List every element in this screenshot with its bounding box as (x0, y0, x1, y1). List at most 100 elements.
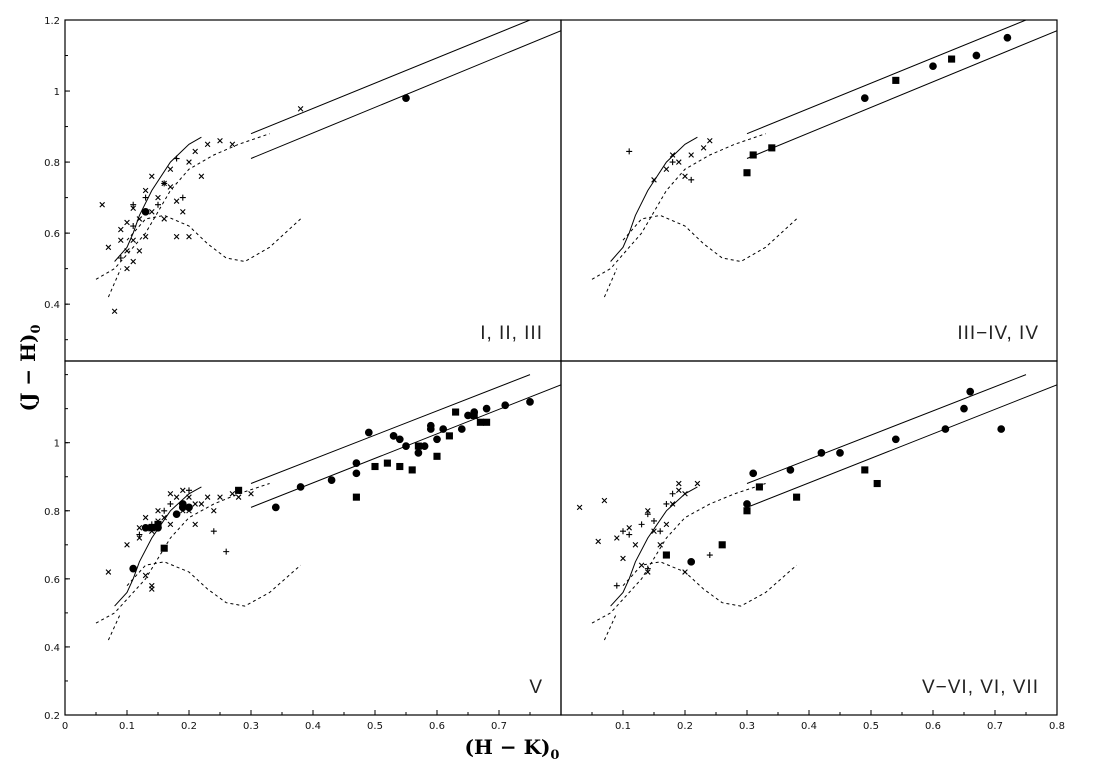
cross-point (235, 494, 242, 500)
plus-point (161, 507, 168, 514)
cross-point (142, 514, 149, 521)
square-point (352, 493, 360, 501)
circle-point (526, 397, 534, 406)
panel-frame (560, 19, 1058, 362)
lower-branch-start (603, 268, 618, 298)
plus-point (136, 531, 143, 538)
plus-point (223, 548, 230, 555)
plus-point (669, 490, 676, 497)
x-axis-title: (H − K)0 (465, 735, 560, 761)
circle-point (433, 435, 441, 444)
panel-3: V (64, 360, 562, 716)
cross-point (155, 507, 161, 514)
cross-point (111, 308, 118, 315)
cross-point (676, 159, 682, 165)
circle-point (352, 469, 361, 478)
plus-point (130, 223, 137, 230)
reference-curves (591, 20, 1057, 298)
cross-point (167, 521, 174, 528)
reference-curves (95, 374, 561, 641)
y-tick-label: 0.8 (44, 507, 60, 518)
plus-point (644, 565, 651, 572)
circle-point (420, 442, 429, 450)
panel-label: V (529, 677, 543, 698)
cross-point (149, 586, 155, 592)
cross-point (155, 194, 161, 201)
circle-point (185, 503, 193, 512)
plus-point (626, 148, 633, 155)
plus-point (706, 552, 713, 559)
square-point (755, 483, 763, 491)
cross-point (204, 494, 211, 500)
square-point (235, 486, 243, 494)
x-tick-label: 0.3 (739, 721, 755, 732)
cross-point (632, 542, 639, 548)
plus-point (669, 159, 676, 166)
square-point (445, 432, 453, 440)
cross-point (173, 494, 180, 500)
x-tick-label: 0.8 (1049, 721, 1065, 732)
cross-point (192, 148, 198, 155)
plus-point (644, 511, 651, 518)
circle-point (929, 62, 937, 71)
x-tick-label: 0.7 (491, 721, 507, 732)
plus-point (657, 528, 664, 535)
x-tick-label: 0.4 (801, 721, 817, 732)
giant-sequence-curve (610, 486, 698, 607)
band-lower-line (746, 384, 1057, 508)
square-point (414, 442, 422, 450)
cross-point (620, 555, 626, 562)
lower-dashed-curve (622, 214, 797, 263)
data-points (576, 387, 1006, 589)
circle-point (941, 425, 950, 433)
cross-point (638, 562, 645, 569)
circle-point (786, 466, 795, 474)
circle-point (960, 404, 968, 413)
square-point (892, 76, 900, 84)
circle-point (457, 425, 466, 433)
circle-point (141, 207, 150, 216)
plus-point (173, 155, 180, 162)
cross-point (682, 173, 688, 180)
square-point (743, 169, 751, 177)
data-points (626, 33, 1012, 183)
cross-point (173, 233, 180, 240)
panel-1: I, II, III (64, 19, 562, 362)
cross-point (124, 265, 130, 272)
reference-curves (95, 20, 561, 298)
lower-branch-start (107, 268, 122, 298)
square-point (768, 144, 776, 152)
square-point (433, 452, 441, 460)
lower-dashed-curve (126, 214, 301, 263)
cross-point (130, 258, 136, 265)
circle-point (364, 428, 373, 437)
cross-point (204, 141, 211, 148)
circle-point (501, 401, 510, 410)
cross-point (229, 490, 236, 497)
band-upper-line (746, 20, 1027, 135)
cross-point (700, 145, 707, 151)
cross-point (688, 152, 694, 158)
circle-point (817, 449, 826, 457)
square-point (749, 151, 757, 159)
plus-point (688, 176, 695, 183)
circle-point (352, 459, 361, 467)
square-point (861, 466, 869, 474)
cross-point (192, 501, 198, 507)
lower-branch-start (107, 612, 122, 641)
x-tick-label: 0 (62, 721, 68, 732)
cross-point (136, 216, 143, 222)
circle-point (997, 425, 1006, 433)
cross-point (663, 166, 670, 172)
x-tick-label: 0.5 (367, 721, 383, 732)
plus-point (142, 194, 149, 201)
y-tick-label: 0.4 (44, 643, 60, 654)
circle-point (271, 503, 280, 512)
plus-point (626, 531, 633, 538)
circle-point (972, 51, 981, 60)
x-tick-label: 0.2 (677, 721, 693, 732)
plus-point (161, 180, 168, 187)
y-axis-title: (J − H)0 (16, 324, 44, 411)
plus-point (620, 528, 626, 535)
lower-dashed-curve (126, 561, 301, 607)
